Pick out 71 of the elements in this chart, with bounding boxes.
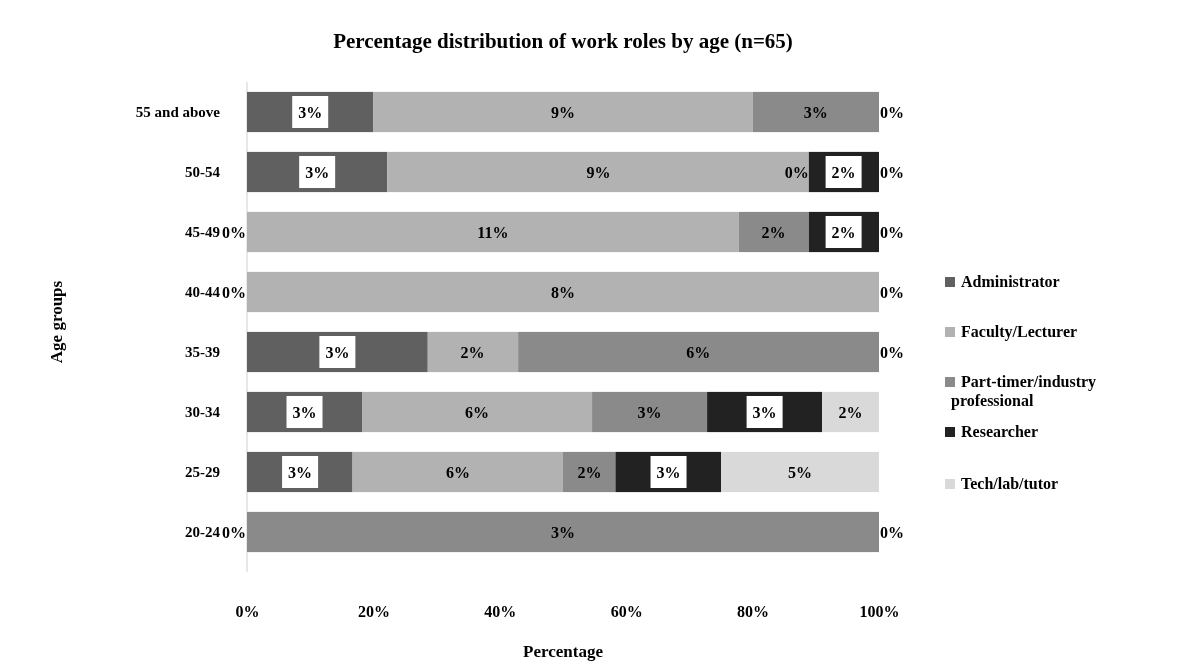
legend-label: Researcher [961,423,1038,440]
annotation: 9% [551,103,575,121]
annotation: 0% [222,223,246,241]
y-axis-title: Age groups [47,280,66,364]
y-tick-label: 20-24 [185,523,221,540]
annotation: 2% [831,163,856,181]
annotation: 0% [880,343,904,361]
annotation: 6% [465,403,490,421]
annotation: 0% [880,523,904,541]
bar [247,271,879,313]
x-tick-label: 60% [610,603,643,621]
annotation: 0% [222,523,246,541]
annotation: 5% [788,463,812,481]
y-tick-label: 30-34 [185,403,221,420]
legend-label: Faculty/Lecturer [961,323,1078,341]
annotation: 3% [637,403,662,421]
annotation: 9% [586,163,611,181]
bar [518,331,879,373]
bar [373,91,753,133]
bar [427,331,519,373]
legend-label: Administrator [961,273,1060,290]
x-tick-label: 100% [859,603,900,621]
annotation: 2% [761,223,786,241]
bar [563,451,616,493]
y-tick-label: 35-39 [185,343,220,360]
annotation: 2% [831,223,856,241]
annotation: 0% [222,283,246,301]
chart-title: Percentage distribution of work roles by age (n=65) [333,29,793,53]
bar [352,451,563,493]
bar [387,151,809,193]
y-tick-label: 50-54 [185,163,221,180]
legend-label: Part-timer/industry professional [951,373,1097,411]
annotation: 0% [880,223,904,241]
x-tick-label: 40% [484,603,517,621]
bar [822,391,879,433]
bar [362,391,593,433]
x-tick-label: 20% [357,603,390,621]
annotation: 0% [880,163,904,181]
annotation: 2% [460,343,485,361]
annotation: 2% [838,403,863,421]
annotation: 11% [477,223,509,241]
annotation: 0% [880,283,904,301]
annotation: 3% [325,343,350,361]
y-tick-label: 55 and above [135,103,221,120]
annotation: 3% [803,103,828,121]
bar [247,211,739,253]
annotation: 3% [298,103,323,121]
x-tick-label: 0% [235,603,260,621]
y-tick-label: 25-29 [185,463,220,480]
annotation: 0% [784,163,809,181]
bar [721,451,879,493]
bar [738,211,809,253]
legend-label: Tech/lab/tutor [961,475,1059,492]
y-tick-label: 40-44 [185,283,221,300]
annotation: 2% [577,463,602,481]
annotation: 3% [305,163,330,181]
bar [247,511,879,553]
x-axis-title: Percentage [523,642,604,661]
annotation: 3% [288,463,313,481]
bar [592,391,708,433]
annotation: 3% [551,523,575,541]
y-tick-label: 45-49 [185,223,220,240]
annotation: 8% [551,283,575,301]
x-tick-label: 80% [737,603,770,621]
annotation: 3% [292,403,317,421]
annotation: 3% [752,403,777,421]
annotation: 3% [656,463,681,481]
bar [752,91,879,133]
annotation: 6% [686,343,711,361]
annotation: 6% [446,463,471,481]
annotation: 0% [880,103,904,121]
